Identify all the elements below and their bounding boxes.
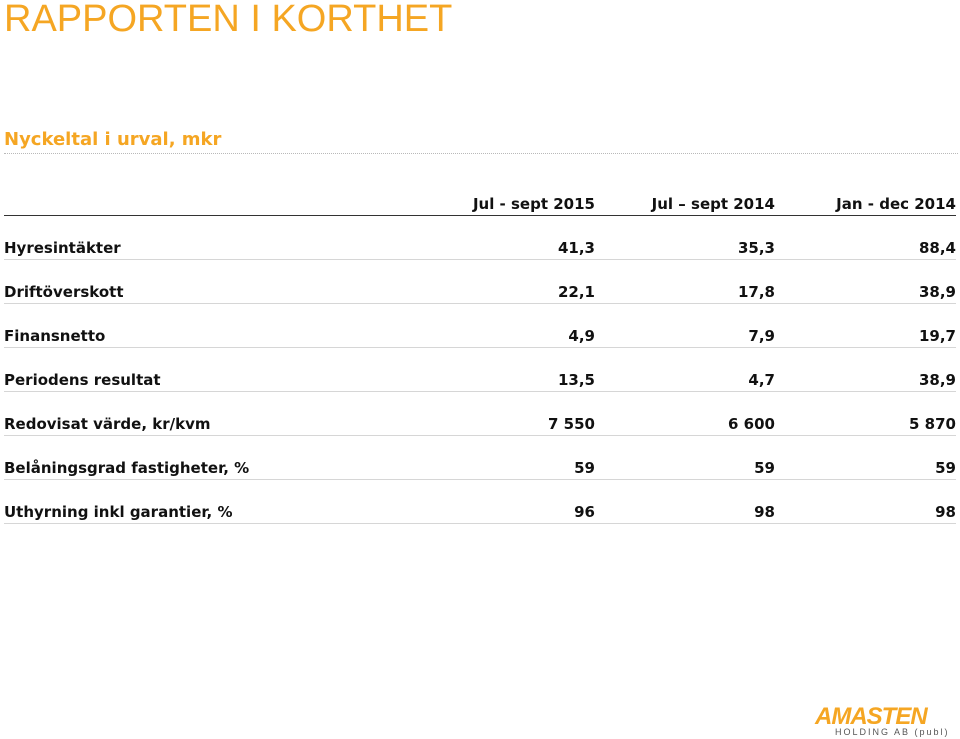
row-value-col1: 59 — [574, 459, 595, 477]
row-value-col2: 35,3 — [737, 239, 775, 257]
row-value-col3: 38,9 — [918, 371, 956, 389]
column-header-jul-sept-2014: Jul – sept 2014 — [651, 195, 775, 213]
section-subtitle: Nyckeltal i urval, mkr — [4, 129, 222, 150]
row-label: Periodens resultat — [4, 371, 161, 389]
row-value-col3: 98 — [935, 503, 956, 521]
subtitle-divider — [4, 153, 958, 154]
row-value-col1: 4,9 — [568, 327, 595, 345]
row-value-col3: 59 — [935, 459, 956, 477]
row-value-col1: 41,3 — [557, 239, 595, 257]
row-value-col3: 5 870 — [909, 415, 956, 433]
row-label: Driftöverskott — [4, 283, 124, 301]
row-value-col3: 88,4 — [918, 239, 956, 257]
row-label: Hyresintäkter — [4, 239, 121, 257]
page-title: RAPPORTEN I KORTHET — [4, 0, 453, 40]
row-value-col1: 13,5 — [557, 371, 595, 389]
row-value-col2: 17,8 — [737, 283, 775, 301]
table-row: Driftöverskott 22,1 17,8 38,9 — [4, 260, 956, 304]
table-row: Uthyrning inkl garantier, % 96 98 98 — [4, 480, 956, 524]
table-row: Belåningsgrad fastigheter, % 59 59 59 — [4, 436, 956, 480]
row-label: Redovisat värde, kr/kvm — [4, 415, 211, 433]
logo-subline: HOLDING AB (publ) — [835, 727, 950, 737]
row-label: Finansnetto — [4, 327, 106, 345]
row-value-col2: 4,7 — [748, 371, 775, 389]
row-value-col2: 6 600 — [728, 415, 775, 433]
company-logo: AMASTEN HOLDING AB (publ) — [815, 703, 948, 739]
row-label: Belåningsgrad fastigheter, % — [4, 459, 250, 477]
row-value-col2: 7,9 — [748, 327, 775, 345]
table-row: Periodens resultat 13,5 4,7 38,9 — [4, 348, 956, 392]
row-value-col1: 96 — [574, 503, 595, 521]
table-header-row: Jul - sept 2015 Jul – sept 2014 Jan - de… — [4, 193, 956, 216]
table-row: Hyresintäkter 41,3 35,3 88,4 — [4, 216, 956, 260]
row-value-col3: 19,7 — [918, 327, 956, 345]
column-header-jul-sept-2015: Jul - sept 2015 — [472, 195, 595, 213]
logo-wordmark: AMASTEN — [815, 703, 928, 730]
table-row: Redovisat värde, kr/kvm 7 550 6 600 5 87… — [4, 392, 956, 436]
key-figures-table: Jul - sept 2015 Jul – sept 2014 Jan - de… — [4, 193, 956, 524]
row-value-col1: 7 550 — [548, 415, 595, 433]
row-value-col2: 59 — [754, 459, 775, 477]
row-label: Uthyrning inkl garantier, % — [4, 503, 233, 521]
row-value-col1: 22,1 — [557, 283, 595, 301]
row-value-col3: 38,9 — [918, 283, 956, 301]
table-row: Finansnetto 4,9 7,9 19,7 — [4, 304, 956, 348]
row-value-col2: 98 — [754, 503, 775, 521]
column-header-jan-dec-2014: Jan - dec 2014 — [836, 195, 956, 213]
